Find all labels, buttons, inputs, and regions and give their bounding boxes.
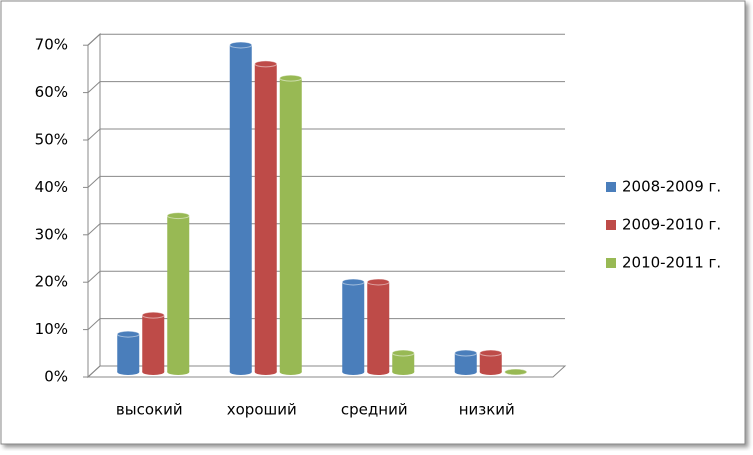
bar-group — [504, 368, 528, 376]
legend-label: 2010-2011 г. — [622, 254, 721, 272]
bar-top — [454, 349, 478, 357]
bar-group — [254, 60, 278, 375]
grid-line-side — [87, 270, 101, 283]
grid-line-side — [87, 81, 101, 93]
bar-group — [166, 212, 190, 375]
x-tick-label: низкий — [459, 401, 515, 419]
x-tick-label: высокий — [116, 401, 183, 419]
bar — [117, 334, 140, 372]
bar-group — [116, 330, 140, 375]
bar-top — [279, 74, 303, 82]
bar-group — [366, 278, 390, 375]
y-tick-label: 50% — [35, 131, 68, 149]
legend-label: 2008-2009 г. — [622, 178, 721, 196]
y-tick-label: 40% — [35, 178, 68, 196]
bar — [392, 353, 415, 372]
y-tick-label: 0% — [44, 368, 68, 386]
legend-swatch — [606, 220, 616, 230]
bar-group — [341, 278, 365, 375]
y-tick-label: 10% — [35, 320, 68, 338]
x-tick-label: хороший — [227, 401, 297, 419]
bar-top — [229, 41, 253, 49]
bar — [342, 281, 365, 372]
bar-top — [479, 349, 503, 357]
grid-line-side — [87, 33, 101, 46]
bar-top — [141, 311, 165, 319]
legend-swatch — [606, 258, 616, 268]
bar — [229, 44, 252, 372]
bar-top — [341, 278, 365, 286]
grid-line-side — [87, 223, 101, 236]
legend-swatch — [606, 182, 616, 192]
bar-group — [229, 41, 253, 375]
bar — [479, 353, 502, 372]
bar-top — [116, 330, 140, 338]
bar-group — [279, 74, 303, 375]
bar — [142, 315, 165, 372]
bar-group — [479, 349, 503, 375]
bar — [279, 78, 302, 373]
grid-line-side — [87, 318, 101, 330]
y-tick-label: 60% — [35, 83, 68, 101]
y-tick-label: 20% — [35, 273, 68, 291]
bar — [454, 353, 477, 372]
y-tick-label: 70% — [35, 36, 68, 54]
legend-label: 2009-2010 г. — [622, 216, 721, 234]
bar-top — [254, 60, 278, 68]
x-tick-label: средний — [341, 401, 408, 419]
bar — [367, 281, 390, 372]
y-tick-label: 30% — [35, 225, 68, 243]
side-wall — [87, 32, 101, 379]
bar-group — [391, 349, 415, 375]
bar-top — [391, 349, 415, 357]
bar-group — [141, 311, 165, 375]
bar-group — [454, 349, 478, 375]
grid-line-side — [87, 365, 101, 378]
grid-line-side — [87, 128, 101, 141]
bar-top — [166, 212, 190, 220]
bar-top — [366, 278, 390, 286]
grid-line-side — [87, 176, 101, 188]
bar — [167, 215, 190, 372]
bar-top — [504, 368, 528, 376]
bar — [254, 63, 277, 373]
